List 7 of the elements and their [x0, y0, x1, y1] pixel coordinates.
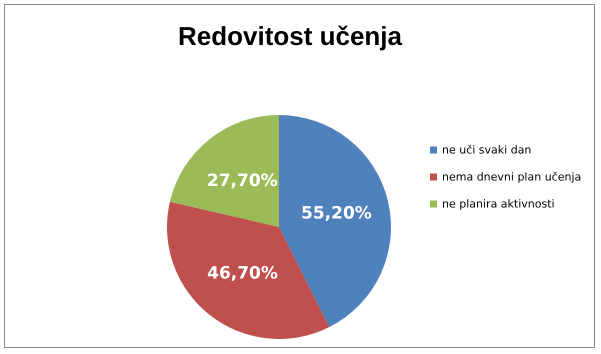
data-label: 27,70% [206, 170, 278, 191]
chart-title: Redovitost učenja [178, 21, 403, 51]
data-label: 46,70% [207, 263, 278, 284]
legend-label: nema dnevni plan učenja [442, 170, 582, 184]
data-label: 55,20% [301, 203, 372, 224]
legend-label: ne planira aktivnosti [442, 198, 555, 210]
legend-label: ne uči svaki dan [442, 144, 532, 156]
